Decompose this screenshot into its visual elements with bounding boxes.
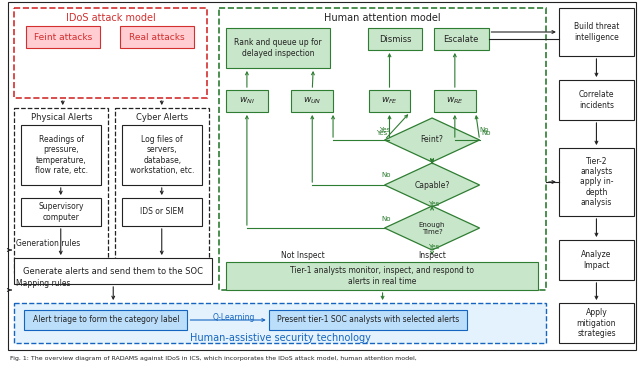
FancyBboxPatch shape [269, 310, 467, 330]
Text: Present tier-1 SOC analysts with selected alerts: Present tier-1 SOC analysts with selecte… [276, 315, 459, 325]
FancyBboxPatch shape [24, 310, 188, 330]
FancyBboxPatch shape [120, 26, 195, 48]
Text: Correlate
incidents: Correlate incidents [579, 90, 614, 110]
FancyBboxPatch shape [115, 108, 209, 273]
Text: Yes: Yes [428, 244, 440, 250]
Text: $w_{NI}$: $w_{NI}$ [239, 96, 255, 106]
FancyBboxPatch shape [219, 8, 546, 290]
FancyBboxPatch shape [559, 80, 634, 120]
Text: Yes: Yes [376, 130, 387, 136]
Text: Mapping rules: Mapping rules [16, 279, 70, 288]
FancyBboxPatch shape [14, 108, 108, 273]
Text: Human attention model: Human attention model [324, 13, 441, 23]
Polygon shape [385, 118, 479, 162]
Text: $w_{RE}$: $w_{RE}$ [446, 96, 464, 106]
Text: Analyze
Impact: Analyze Impact [581, 250, 612, 270]
Text: Generate alerts and send them to the SOC: Generate alerts and send them to the SOC [23, 266, 204, 276]
Text: No: No [481, 130, 491, 136]
Text: $w_{UN}$: $w_{UN}$ [303, 96, 321, 106]
FancyBboxPatch shape [14, 303, 546, 343]
Text: Generation rules: Generation rules [16, 239, 81, 248]
Text: Readings of
pressure,
temperature,
flow rate, etc.: Readings of pressure, temperature, flow … [35, 135, 88, 175]
Text: Build threat
intelligence: Build threat intelligence [573, 22, 619, 42]
Polygon shape [385, 206, 479, 250]
Polygon shape [385, 163, 479, 207]
FancyBboxPatch shape [26, 26, 100, 48]
Text: Yes: Yes [428, 201, 440, 207]
Text: Tier-2
analysts
apply in-
depth
analysis: Tier-2 analysts apply in- depth analysis [580, 157, 613, 207]
FancyBboxPatch shape [559, 148, 634, 216]
FancyBboxPatch shape [21, 125, 101, 185]
FancyBboxPatch shape [434, 28, 488, 50]
FancyBboxPatch shape [226, 262, 538, 290]
Text: IDoS attack model: IDoS attack model [66, 13, 156, 23]
Text: Cyber Alerts: Cyber Alerts [136, 113, 188, 123]
Text: Escalate: Escalate [444, 35, 479, 43]
Text: Tier-1 analysts monitor, inspect, and respond to
alerts in real time: Tier-1 analysts monitor, inspect, and re… [290, 266, 474, 286]
Text: Enough
Time?: Enough Time? [419, 222, 445, 234]
Text: No: No [381, 172, 390, 178]
Text: Rank and queue up for
delayed inspection: Rank and queue up for delayed inspection [234, 38, 322, 58]
FancyBboxPatch shape [14, 258, 212, 284]
Text: Feint attacks: Feint attacks [34, 32, 92, 42]
Text: No: No [479, 127, 489, 133]
Text: IDS or SIEM: IDS or SIEM [140, 208, 184, 216]
Text: Supervisory
computer: Supervisory computer [38, 202, 84, 222]
Text: Human-assistive security technology: Human-assistive security technology [189, 333, 371, 343]
FancyBboxPatch shape [14, 8, 207, 98]
Text: Fig. 1: The overview diagram of RADAMS against IDoS in ICS, which incorporates t: Fig. 1: The overview diagram of RADAMS a… [10, 356, 417, 361]
Text: Q-Learning: Q-Learning [213, 312, 255, 322]
Text: Not Inspect: Not Inspect [282, 251, 325, 260]
FancyBboxPatch shape [559, 8, 634, 56]
Text: Capable?: Capable? [414, 180, 450, 190]
FancyBboxPatch shape [291, 90, 333, 112]
FancyBboxPatch shape [559, 303, 634, 343]
Text: Feint?: Feint? [420, 135, 444, 145]
Text: Alert triage to form the category label: Alert triage to form the category label [33, 315, 179, 325]
Text: Dismiss: Dismiss [379, 35, 411, 43]
Text: Real attacks: Real attacks [129, 32, 185, 42]
FancyBboxPatch shape [434, 90, 476, 112]
Text: Log files of
servers,
database,
workstation, etc.: Log files of servers, database, workstat… [130, 135, 195, 175]
FancyBboxPatch shape [8, 2, 636, 350]
FancyBboxPatch shape [368, 28, 422, 50]
Text: Yes: Yes [380, 127, 390, 133]
FancyBboxPatch shape [226, 28, 330, 68]
FancyBboxPatch shape [369, 90, 410, 112]
Text: Physical Alerts: Physical Alerts [31, 113, 92, 123]
Text: Inspect: Inspect [418, 251, 446, 260]
FancyBboxPatch shape [226, 90, 268, 112]
Text: $w_{FE}$: $w_{FE}$ [381, 96, 398, 106]
FancyBboxPatch shape [122, 198, 202, 226]
FancyBboxPatch shape [559, 240, 634, 280]
Text: Apply
mitigation
strategies: Apply mitigation strategies [577, 308, 616, 338]
FancyBboxPatch shape [21, 198, 101, 226]
FancyBboxPatch shape [122, 125, 202, 185]
Text: No: No [381, 216, 390, 222]
